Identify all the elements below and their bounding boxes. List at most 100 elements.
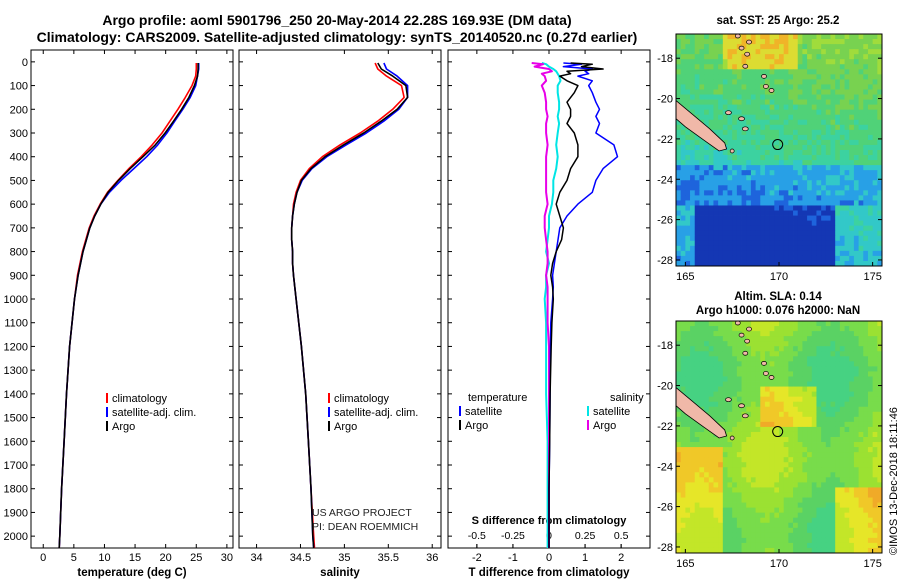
sst-map-cell xyxy=(746,134,752,141)
sla-map-cell xyxy=(877,517,883,524)
sla-map-cell xyxy=(685,391,691,398)
sla-map-cell xyxy=(793,477,799,483)
sla-map-cell xyxy=(760,457,766,463)
sla-map-cell xyxy=(769,351,775,357)
sla-map-cell xyxy=(685,421,691,428)
sla-map-cell xyxy=(741,371,747,377)
sla-map-cell xyxy=(835,537,841,544)
sst-map-cell xyxy=(853,54,859,60)
sst-map-cell xyxy=(793,155,799,161)
sla-map-cell xyxy=(713,356,719,362)
sla-map-cell xyxy=(877,527,883,534)
sst-map-cell xyxy=(736,59,742,65)
sla-map-cell xyxy=(783,331,789,337)
sla-map-cell xyxy=(839,482,845,488)
sla-map-cell xyxy=(704,482,710,488)
sst-map-cell xyxy=(779,119,785,126)
sst-map-cell xyxy=(863,200,869,206)
sst-map-cell xyxy=(872,175,878,181)
sst-map-cell xyxy=(699,225,705,232)
sst-map-cell xyxy=(844,114,850,121)
sla-map-cell xyxy=(783,532,789,539)
sla-map-cell xyxy=(853,406,859,413)
sla-map-cell xyxy=(779,542,785,549)
sst-map-cell xyxy=(863,205,869,211)
sst-map-cell xyxy=(746,185,752,191)
sla-map-cell xyxy=(830,452,836,458)
sla-map-cell xyxy=(708,457,714,463)
sst-map-cell xyxy=(811,245,817,252)
sla-map-cell xyxy=(816,497,822,503)
sst-map-cell xyxy=(816,180,822,186)
sla-map-cell xyxy=(699,457,705,463)
sst-map-cell xyxy=(802,104,808,111)
sla-map-cell xyxy=(863,386,869,393)
sst-map-cell xyxy=(849,99,855,106)
sst-map-cell xyxy=(877,185,883,191)
sla-map-cell xyxy=(779,457,785,463)
sst-map-cell xyxy=(699,195,705,201)
sst-map-cell xyxy=(704,215,710,222)
sst-map-cell xyxy=(769,124,775,131)
sla-map-cell xyxy=(727,477,733,483)
sla-map-cell xyxy=(797,507,803,514)
sst-map-cell xyxy=(783,225,789,232)
sst-map-cell xyxy=(680,255,686,262)
sst-map-cell xyxy=(872,185,878,191)
sst-map-cell xyxy=(718,220,724,227)
salinity-legend-satellite-label: satellite-adj. clim. xyxy=(334,407,418,419)
sst-map-cell xyxy=(769,74,775,80)
sla-map-cell xyxy=(867,497,874,503)
sst-map-cell xyxy=(872,260,878,267)
sst-map-cell xyxy=(774,200,780,206)
sst-map-cell xyxy=(685,200,691,206)
sst-map-cell xyxy=(779,94,785,100)
sst-map-cell xyxy=(699,94,705,100)
sla-map-cell xyxy=(877,487,883,493)
sla-map-cell xyxy=(779,346,785,352)
sla-map-cell xyxy=(853,462,859,468)
sla-map-cell xyxy=(750,401,756,408)
sla-map-cell xyxy=(690,371,696,377)
sst-map-cell xyxy=(867,94,874,100)
sst-map-cell xyxy=(858,129,864,136)
sst-map-cell xyxy=(872,210,878,216)
sst-map-cell xyxy=(774,79,780,85)
sla-map-cell xyxy=(830,457,836,463)
depth-tick-label: 1400 xyxy=(4,389,28,401)
sst-map-cell xyxy=(811,89,817,95)
sla-map-cell xyxy=(830,527,836,534)
sst-map-cell xyxy=(708,104,714,111)
sla-map-cell xyxy=(713,437,719,443)
sst-map-cell xyxy=(727,190,733,196)
sst-map-cell xyxy=(760,175,766,181)
sst-map-cell xyxy=(811,220,817,227)
sla-map-cell xyxy=(764,462,771,468)
sst-map-cell xyxy=(722,134,728,141)
sla-map-cell xyxy=(788,517,794,524)
sla-map-cell xyxy=(704,442,710,448)
sst-map-cell xyxy=(863,144,869,151)
sst-map-cell xyxy=(769,64,775,70)
sla-map-cell xyxy=(816,381,822,387)
sst-map-cell xyxy=(793,165,799,171)
sst-map-cell xyxy=(779,235,785,242)
sst-map-cell xyxy=(783,129,789,136)
sst-map-cell xyxy=(685,150,691,156)
sla-map-cell xyxy=(704,517,710,524)
sla-map-cell xyxy=(797,401,803,408)
sla-map-cell xyxy=(783,442,789,448)
sst-map-cell xyxy=(690,144,696,151)
sst-map-cell xyxy=(769,84,775,90)
sla-map-cell xyxy=(839,487,845,493)
sla-map-cell xyxy=(863,542,869,549)
sla-map-cell xyxy=(793,542,799,549)
sst-map-cell xyxy=(783,124,789,131)
sst-map-cell xyxy=(853,49,859,55)
sst-map-cell xyxy=(853,235,859,242)
sla-map-cell xyxy=(694,346,700,352)
sst-map-cell xyxy=(839,205,845,211)
sla-map-cell xyxy=(685,462,691,468)
sla-map-cell xyxy=(713,537,719,544)
sst-map-cell xyxy=(764,165,771,171)
